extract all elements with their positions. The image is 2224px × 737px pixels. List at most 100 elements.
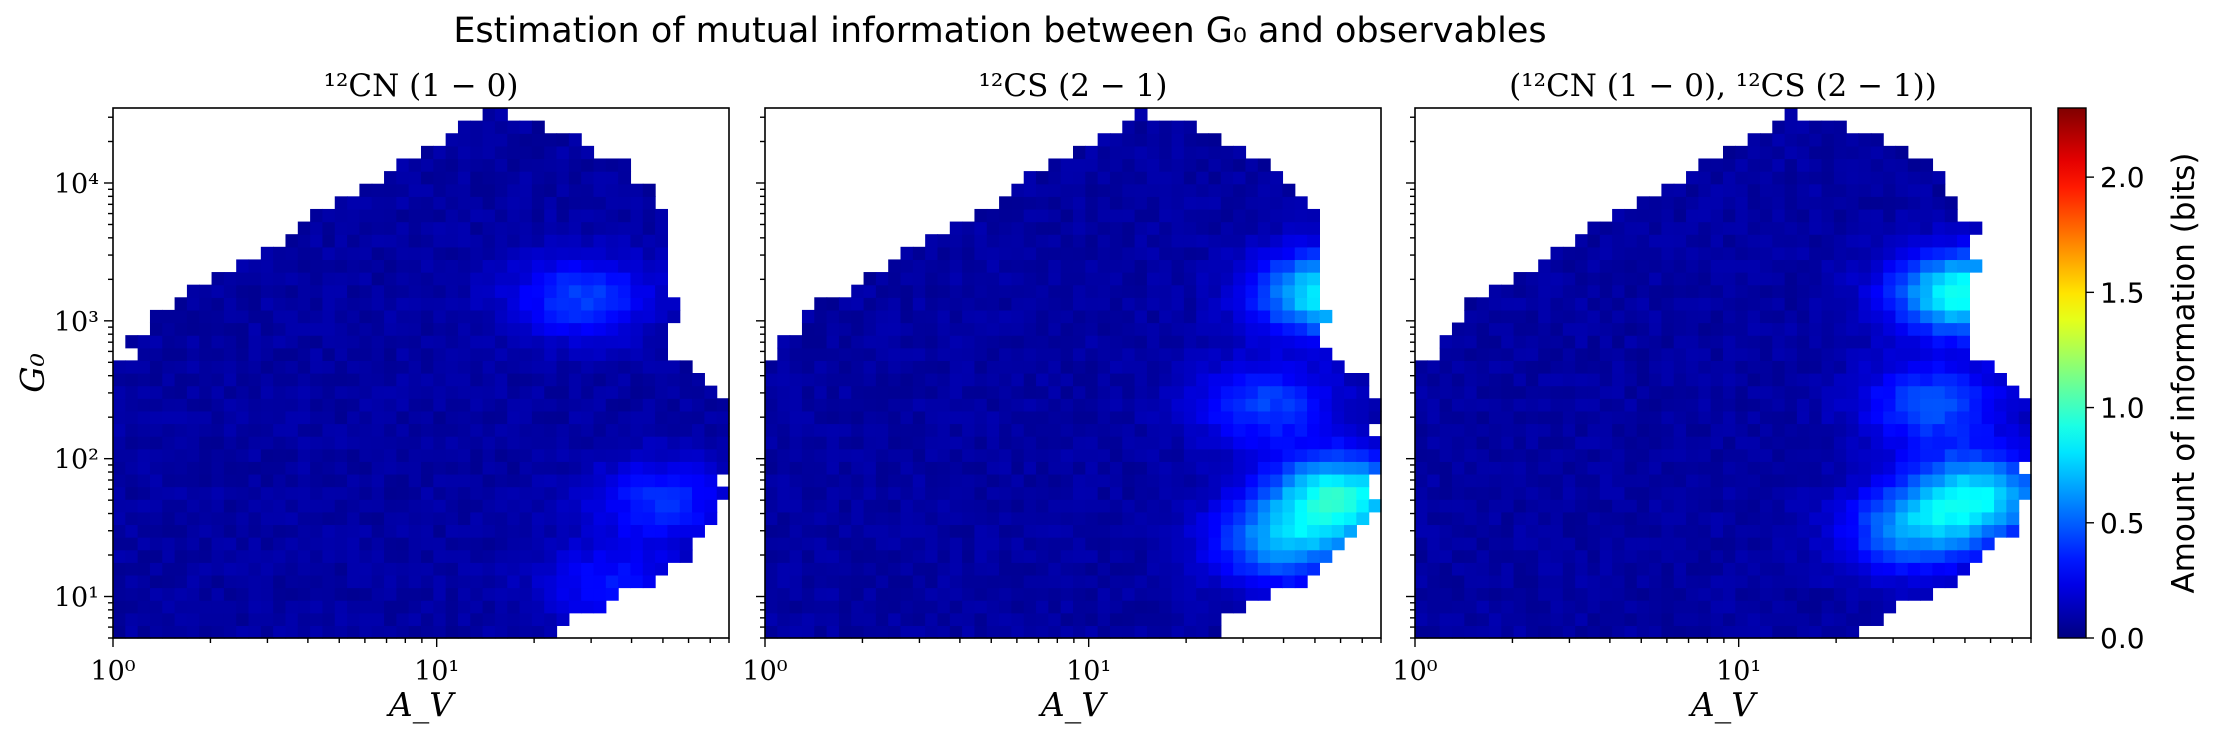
heatmap-cell xyxy=(1796,309,1810,324)
heatmap-cell xyxy=(1821,171,1835,185)
heatmap-cell xyxy=(482,335,496,349)
heatmap-cell xyxy=(334,297,348,311)
heatmap-cell xyxy=(1060,385,1074,399)
heatmap-cell xyxy=(1821,562,1835,576)
heatmap-cell xyxy=(186,423,200,437)
heatmap-cell xyxy=(1612,448,1626,462)
heatmap-cell xyxy=(384,360,397,374)
heatmap-cell xyxy=(801,423,815,437)
heatmap-cell xyxy=(1060,448,1074,462)
heatmap-cell xyxy=(1109,347,1123,361)
heatmap-cell xyxy=(1023,246,1037,261)
heatmap-cell xyxy=(581,448,595,462)
heatmap-cell xyxy=(1060,436,1074,450)
heatmap-cell xyxy=(962,524,976,538)
heatmap-cell xyxy=(531,587,545,601)
heatmap-cell xyxy=(1282,234,1296,248)
heatmap-cell xyxy=(618,448,632,462)
heatmap-cell xyxy=(384,423,397,437)
heatmap-cell xyxy=(1759,208,1773,223)
heatmap-cell xyxy=(285,499,299,513)
heatmap-cell xyxy=(925,284,939,298)
heatmap-cell xyxy=(937,284,951,298)
heatmap-cell xyxy=(1575,486,1589,500)
heatmap-cell xyxy=(1981,486,1995,500)
heatmap-cell xyxy=(1907,221,1921,235)
heatmap-cell xyxy=(999,373,1012,387)
heatmap-cell xyxy=(789,373,803,387)
heatmap-cell xyxy=(1796,360,1810,374)
heatmap-cell xyxy=(1159,259,1173,273)
heatmap-cell xyxy=(248,398,262,412)
heatmap-cell xyxy=(1587,410,1601,425)
heatmap-cell xyxy=(765,373,778,387)
heatmap-cell xyxy=(1294,347,1308,361)
heatmap-cell xyxy=(482,385,496,399)
heatmap-cell xyxy=(371,196,385,210)
heatmap-cell xyxy=(1183,272,1197,286)
heatmap-cell xyxy=(1159,423,1173,437)
heatmap-cell xyxy=(174,549,188,563)
heatmap-cell xyxy=(334,410,348,425)
heatmap-cell xyxy=(137,549,151,563)
heatmap-cell xyxy=(1427,562,1441,576)
heatmap-cell xyxy=(1784,272,1798,286)
heatmap-cell xyxy=(1673,183,1687,197)
heatmap-cell xyxy=(322,385,336,399)
heatmap-cell xyxy=(347,537,360,551)
heatmap-cell xyxy=(1895,537,1909,551)
heatmap-cell xyxy=(396,309,410,324)
heatmap-cell xyxy=(260,322,274,336)
heatmap-cell xyxy=(544,587,558,601)
heatmap-cell xyxy=(1036,436,1049,450)
heatmap-cell xyxy=(1525,410,1539,425)
heatmap-cell xyxy=(1944,398,1958,412)
heatmap-cell xyxy=(1858,246,1872,261)
heatmap-cell xyxy=(801,385,815,399)
heatmap-cell xyxy=(1809,196,1823,210)
heatmap-cell xyxy=(347,574,360,589)
heatmap-cell xyxy=(457,537,471,551)
heatmap-cell xyxy=(962,272,976,286)
heatmap-cell xyxy=(801,574,815,589)
heatmap-cell xyxy=(679,499,693,513)
heatmap-cell xyxy=(1245,511,1259,526)
heatmap-cell xyxy=(334,373,348,387)
heatmap-cell xyxy=(1870,297,1884,311)
heatmap-cell xyxy=(1023,612,1037,626)
heatmap-cell xyxy=(1331,511,1345,526)
heatmap-cell xyxy=(260,587,274,601)
heatmap-cell xyxy=(1932,549,1946,563)
heatmap-cell xyxy=(1270,448,1284,462)
heatmap-cell xyxy=(273,436,287,450)
heatmap-cell xyxy=(1957,549,1970,563)
heatmap-cell xyxy=(1085,423,1099,437)
heatmap-cell xyxy=(1624,612,1638,626)
heatmap-cell xyxy=(1957,562,1970,576)
heatmap-cell xyxy=(1895,171,1909,185)
heatmap-cell xyxy=(1735,259,1749,273)
heatmap-cell xyxy=(433,473,447,488)
heatmap-cell xyxy=(1257,511,1271,526)
heatmap-cell xyxy=(396,423,410,437)
heatmap-cell xyxy=(1624,246,1638,261)
heatmap-cell xyxy=(999,398,1012,412)
heatmap-cell xyxy=(986,297,1000,311)
heatmap-cell xyxy=(1307,448,1320,462)
heatmap-cell xyxy=(310,297,324,311)
heatmap-cell xyxy=(581,246,595,261)
heatmap-cell xyxy=(310,499,324,513)
heatmap-cell xyxy=(1661,499,1675,513)
heatmap-cell xyxy=(236,461,250,475)
heatmap-cell xyxy=(1747,373,1761,387)
heatmap-cell xyxy=(396,562,410,576)
heatmap-cell xyxy=(1208,297,1222,311)
heatmap-cell xyxy=(655,537,668,551)
heatmap-cell xyxy=(1294,537,1308,551)
heatmap-cell xyxy=(1624,373,1638,387)
heatmap-cell xyxy=(999,347,1012,361)
heatmap-cell xyxy=(519,208,533,223)
heatmap-cell xyxy=(1833,183,1847,197)
heatmap-cell xyxy=(1023,208,1037,223)
heatmap-cell xyxy=(1698,234,1712,248)
